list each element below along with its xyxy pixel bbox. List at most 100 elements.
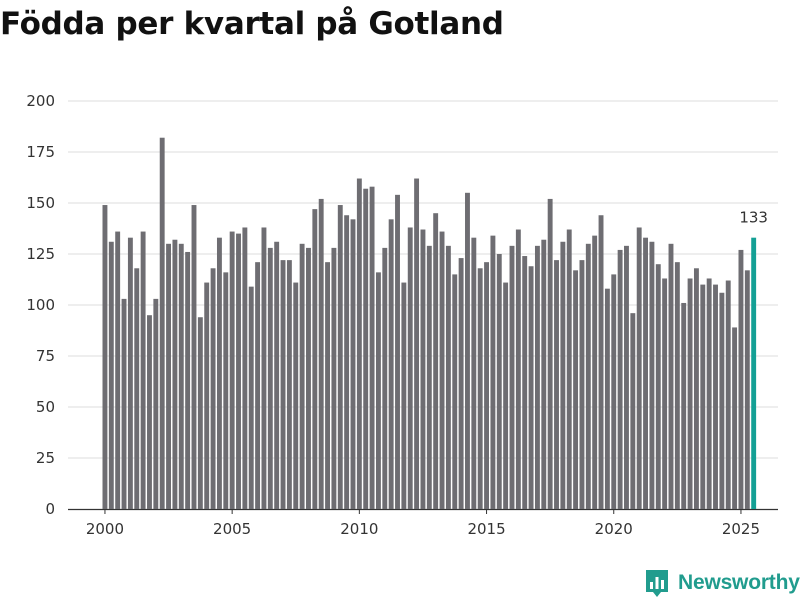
- bar: [191, 205, 197, 510]
- bar: [662, 278, 668, 509]
- y-tick-label: 100: [26, 296, 55, 314]
- bar: [534, 245, 540, 509]
- bar: [115, 231, 121, 509]
- x-tick-label: 2000: [86, 520, 124, 538]
- bar: [147, 315, 152, 509]
- bar: [382, 247, 388, 509]
- x-tick-label: 2015: [467, 520, 505, 538]
- bar: [401, 282, 407, 509]
- bar: [471, 237, 477, 509]
- bar: [503, 282, 509, 509]
- bar: [687, 278, 693, 509]
- bar: [255, 262, 261, 509]
- bar: [700, 284, 706, 509]
- bar: [375, 272, 381, 509]
- bar: [541, 239, 547, 509]
- bar: [452, 274, 458, 509]
- bar: [636, 227, 642, 510]
- newsworthy-brand[interactable]: Newsworthy: [644, 568, 800, 598]
- bar: [204, 282, 210, 509]
- x-tick-label: 2020: [595, 520, 633, 538]
- bar: [363, 188, 369, 509]
- bar: [554, 260, 559, 509]
- bar: [216, 237, 222, 509]
- bar: [261, 227, 267, 510]
- bar: [172, 239, 178, 509]
- bar: [655, 264, 661, 509]
- bar: [522, 256, 528, 509]
- bar: [344, 215, 350, 510]
- y-tick-label: 75: [36, 347, 55, 365]
- bar: [312, 209, 318, 509]
- bar: [681, 302, 687, 509]
- y-tick-label: 150: [26, 194, 55, 212]
- bar: [293, 282, 299, 509]
- bar: [306, 247, 311, 509]
- bar: [592, 235, 598, 509]
- bar: [369, 186, 375, 509]
- bar: [547, 198, 553, 510]
- bar: [236, 233, 241, 509]
- bar: [732, 327, 738, 509]
- bar: [210, 268, 216, 509]
- bar: [166, 243, 171, 510]
- bar: [356, 178, 362, 509]
- bar: [274, 241, 280, 509]
- bar: [668, 243, 674, 510]
- bar: [102, 205, 108, 510]
- bar: [490, 235, 496, 509]
- bar: [617, 249, 623, 510]
- bar: [579, 260, 585, 509]
- bar: [248, 286, 254, 509]
- bar: [153, 298, 159, 509]
- bar: [414, 178, 420, 509]
- bar: [624, 245, 629, 509]
- bar: [350, 219, 356, 509]
- bar: [528, 266, 534, 509]
- bar: [515, 229, 521, 509]
- bar: [121, 298, 127, 509]
- bar: [229, 231, 235, 509]
- bar: [185, 251, 191, 509]
- bar: [331, 247, 337, 509]
- chart-title: Födda per kvartal på Gotland: [0, 6, 504, 42]
- bar: [484, 262, 489, 509]
- highlight-value-label: 133: [739, 209, 768, 227]
- bar: [325, 262, 330, 509]
- y-tick-label: 175: [26, 143, 55, 161]
- x-tick-label: 2010: [340, 520, 378, 538]
- bar: [496, 254, 502, 509]
- bar: [407, 227, 413, 510]
- bar: [445, 245, 451, 509]
- bar: [719, 292, 725, 509]
- x-tick-label: 2025: [722, 520, 760, 538]
- bar: [420, 229, 426, 509]
- bar: [604, 288, 610, 509]
- bar: [649, 241, 655, 509]
- bar: [674, 262, 680, 509]
- bar: [280, 260, 286, 509]
- bar: [573, 270, 579, 509]
- bar: [426, 245, 432, 509]
- bar: [388, 219, 394, 509]
- y-tick-label: 125: [26, 245, 55, 263]
- y-tick-label: 200: [26, 92, 55, 110]
- bar: [439, 231, 445, 509]
- y-tick-label: 50: [36, 398, 55, 416]
- bar: [140, 231, 146, 509]
- bar: [318, 198, 324, 510]
- bar: [134, 268, 140, 509]
- bar: [744, 270, 750, 509]
- bar: [630, 313, 636, 509]
- highlight-bar: [751, 237, 757, 509]
- y-tick-label: 0: [45, 500, 55, 518]
- bar: [706, 278, 712, 509]
- bar: [643, 237, 648, 509]
- bar: [713, 284, 718, 509]
- bar: [108, 241, 114, 509]
- bar: [127, 237, 133, 509]
- bar: [197, 317, 203, 509]
- bar: [585, 243, 591, 510]
- newsworthy-logo-icon: [646, 570, 668, 597]
